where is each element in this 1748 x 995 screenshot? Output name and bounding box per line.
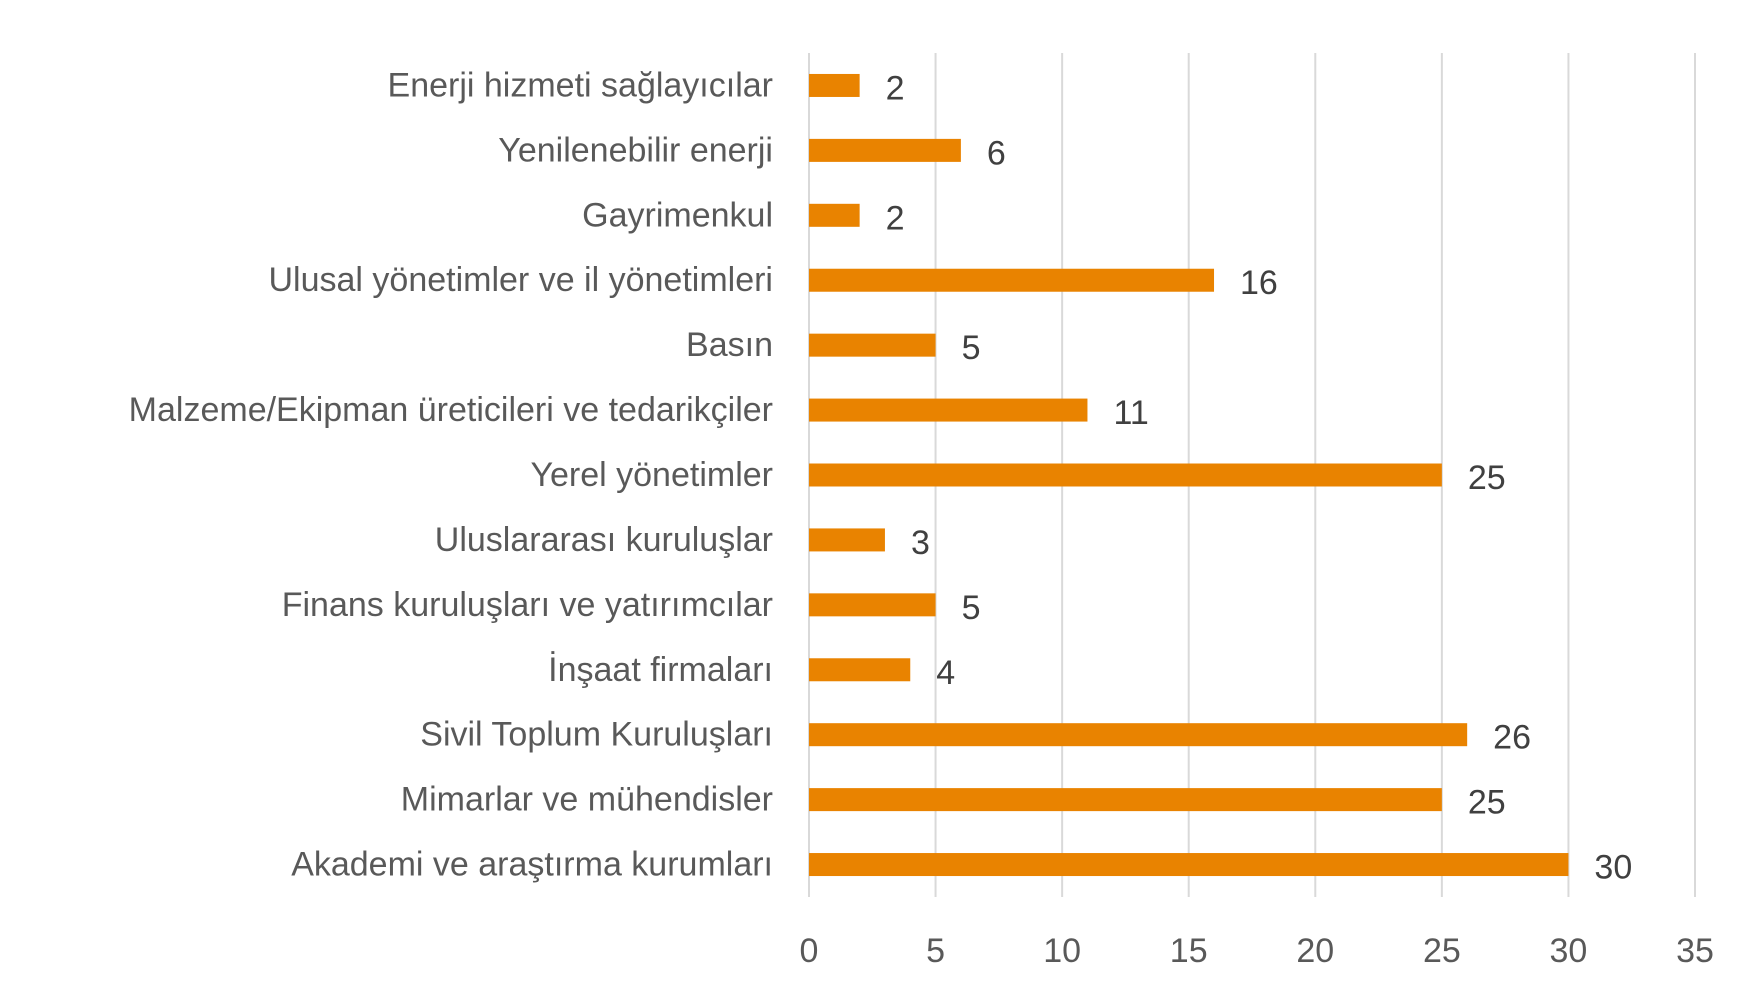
category-label: Yerel yönetimler (530, 456, 773, 494)
data-label: 25 (1468, 784, 1506, 822)
data-label: 16 (1240, 264, 1278, 302)
data-label: 2 (886, 69, 905, 107)
bar (809, 333, 936, 357)
x-tick-label: 30 (1550, 932, 1588, 970)
bar (809, 723, 1468, 747)
data-label: 11 (1113, 394, 1148, 432)
data-label: 4 (936, 654, 955, 692)
data-label: 26 (1493, 719, 1531, 757)
x-tick-label: 0 (800, 932, 819, 970)
data-label: 2 (886, 199, 905, 237)
bars (809, 73, 1569, 877)
category-label: Finans kuruluşları ve yatırımcılar (282, 586, 773, 624)
x-tick-label: 15 (1170, 932, 1208, 970)
x-tick-label: 10 (1043, 932, 1081, 970)
bar (809, 658, 911, 682)
bar (809, 853, 1569, 877)
bar (809, 788, 1442, 812)
category-label: Uluslararası kuruluşlar (435, 521, 773, 559)
data-label: 5 (962, 589, 981, 627)
bar (809, 73, 860, 97)
category-label: Sivil Toplum Kuruluşları (420, 716, 773, 754)
x-axis-tick-labels: 0 5 10 15 20 25 30 35 (800, 932, 1714, 970)
bar (809, 593, 936, 617)
category-label: Ulusal yönetimler ve il yönetimleri (268, 261, 773, 299)
data-label: 3 (911, 524, 930, 562)
data-label: 25 (1468, 459, 1506, 497)
category-label: Malzeme/Ekipman üreticileri ve tedarikçi… (129, 391, 773, 429)
bar (809, 398, 1088, 422)
bar (809, 268, 1215, 292)
data-label: 5 (962, 329, 981, 367)
bar (809, 528, 885, 552)
bar (809, 463, 1442, 487)
x-tick-label: 25 (1423, 932, 1461, 970)
data-label: 6 (987, 134, 1006, 172)
x-tick-label: 35 (1676, 932, 1714, 970)
category-label: Akademi ve araştırma kurumları (291, 846, 773, 884)
data-label: 30 (1594, 849, 1632, 887)
category-label: Gayrimenkul (582, 196, 773, 234)
bar (809, 203, 860, 227)
category-label: Enerji hizmeti sağlayıcılar (388, 66, 773, 104)
category-label: Basın (686, 326, 773, 364)
category-labels: Enerji hizmeti sağlayıcılar Yenilenebilir… (129, 66, 773, 883)
category-label: İnşaat firmaları (548, 651, 773, 689)
x-tick-label: 5 (926, 932, 945, 970)
bar (809, 138, 961, 162)
x-tick-label: 20 (1296, 932, 1334, 970)
category-label: Mimarlar ve mühendisler (401, 781, 773, 819)
category-label: Yenilenebilir enerji (498, 131, 773, 169)
